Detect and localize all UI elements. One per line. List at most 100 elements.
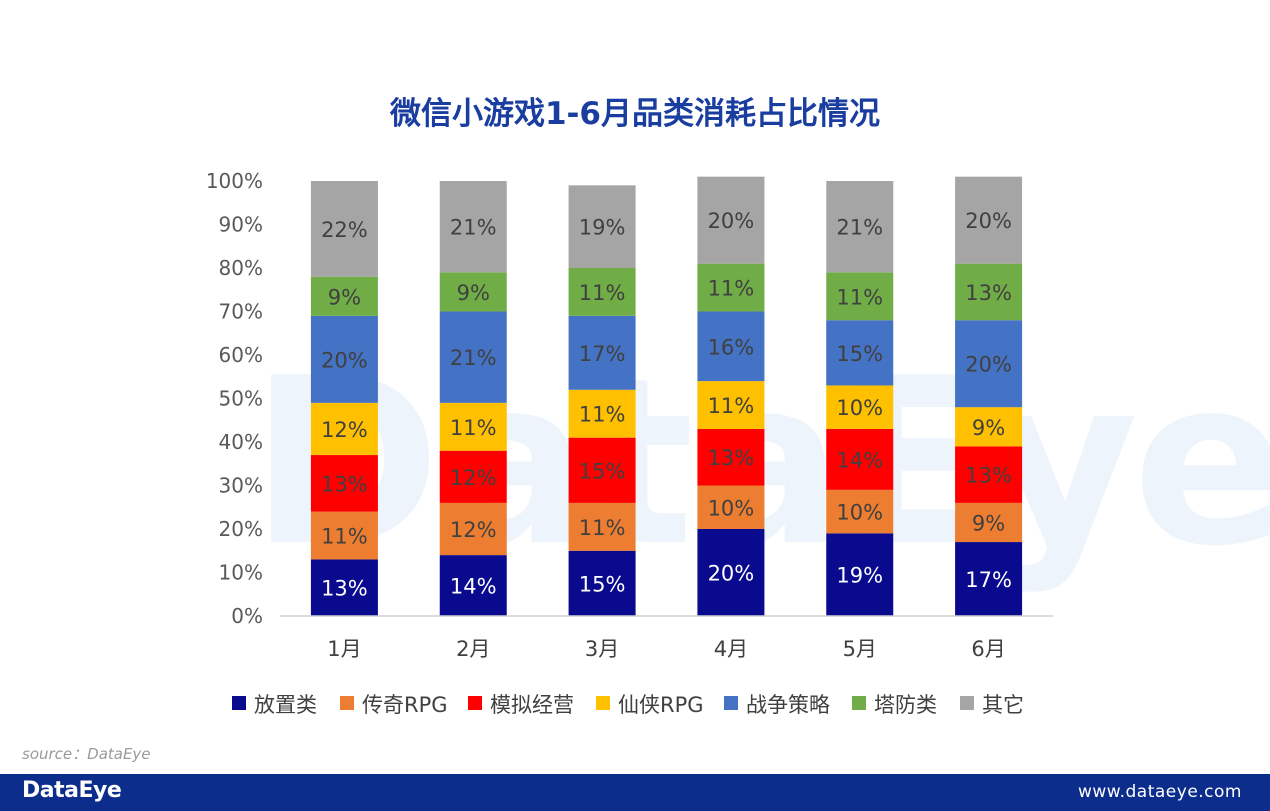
data-label: 12%: [321, 418, 368, 442]
bar-segment: [826, 533, 894, 616]
data-label: 19%: [836, 564, 883, 588]
data-label: 17%: [965, 568, 1012, 592]
bar-segment: [955, 542, 1023, 616]
bar-segment: [697, 485, 765, 529]
bar-segment: [826, 489, 894, 534]
data-label: 13%: [965, 281, 1012, 305]
x-tick-label: 6月: [971, 637, 1005, 661]
x-tick-label: 5月: [843, 637, 877, 661]
data-label: 11%: [579, 516, 626, 540]
legend-label: 仙侠RPG: [618, 693, 704, 717]
bar-segment: [697, 381, 765, 429]
data-label: 14%: [450, 575, 497, 599]
y-tick-label: 100%: [206, 169, 263, 193]
y-tick-label: 60%: [219, 343, 263, 367]
y-tick-label: 20%: [219, 517, 263, 541]
data-label: 11%: [579, 403, 626, 427]
bar-segment: [310, 276, 378, 316]
data-label: 22%: [321, 218, 368, 242]
legend-label: 传奇RPG: [362, 693, 448, 717]
y-tick-label: 70%: [219, 300, 263, 324]
bar-segment: [826, 320, 894, 386]
bar-segment: [310, 511, 378, 560]
data-label: 9%: [972, 416, 1005, 440]
bar-segment: [955, 176, 1023, 264]
footer-url: www.dataeye.com: [1077, 782, 1242, 802]
footer-bar: DataEye www.dataeye.com: [0, 774, 1270, 811]
bar-segment: [826, 272, 894, 321]
data-label: 14%: [836, 448, 883, 472]
legend-swatch: [340, 696, 354, 710]
bar-segment: [568, 315, 636, 390]
legend: 放置类 传奇RPG 模拟经营 仙侠RPG 战争策略 塔防类 其它: [232, 693, 1024, 717]
y-tick-label: 80%: [219, 256, 263, 280]
bar-segment: [439, 555, 507, 616]
x-axis: 1月 2月 3月 4月 5月 6月: [327, 637, 1006, 661]
data-label: 10%: [708, 496, 755, 520]
legend-swatch: [596, 696, 610, 710]
y-tick-label: 50%: [219, 387, 263, 411]
bar-segment: [568, 550, 636, 616]
bar-segment: [568, 502, 636, 551]
y-tick-label: 0%: [231, 604, 263, 628]
bar-segment: [310, 402, 378, 456]
data-label: 13%: [965, 464, 1012, 488]
y-tick-label: 10%: [219, 561, 263, 585]
x-tick-label: 4月: [714, 637, 748, 661]
data-label: 15%: [579, 572, 626, 596]
data-label: 20%: [708, 209, 755, 233]
legend-label: 模拟经营: [490, 693, 574, 717]
bar-segment: [310, 559, 378, 616]
data-label: 15%: [579, 459, 626, 483]
data-label: 11%: [708, 394, 755, 418]
bar-segment: [568, 389, 636, 438]
y-tick-label: 30%: [219, 474, 263, 498]
data-label: 20%: [708, 562, 755, 586]
x-tick-label: 3月: [585, 637, 619, 661]
bar-segment: [955, 446, 1023, 503]
y-axis: 0% 10% 20% 30% 40% 50% 60% 70% 80% 90% 100%: [206, 169, 263, 628]
bar-segment: [826, 428, 894, 490]
data-label: 13%: [321, 577, 368, 601]
data-label: 11%: [321, 525, 368, 549]
data-label: 20%: [321, 348, 368, 372]
bar-segment: [826, 181, 894, 273]
bar-segment: [568, 268, 636, 316]
data-label: 21%: [450, 346, 497, 370]
bar-segment: [697, 176, 765, 264]
data-label: 9%: [328, 285, 361, 309]
bar-segment: [697, 311, 765, 382]
bar-segment: [310, 315, 378, 403]
legend-label: 其它: [982, 693, 1024, 717]
data-label: 10%: [836, 396, 883, 420]
bar-segment: [439, 272, 507, 312]
legend-label: 战争策略: [746, 693, 830, 717]
data-label: 17%: [579, 342, 626, 366]
data-label: 20%: [965, 209, 1012, 233]
data-label: 9%: [457, 281, 490, 305]
data-label: 15%: [836, 342, 883, 366]
data-label: 11%: [579, 281, 626, 305]
data-label: 21%: [450, 216, 497, 240]
bar-segment: [439, 311, 507, 403]
data-label: 11%: [450, 416, 497, 440]
y-tick-label: 40%: [219, 430, 263, 454]
bar-segment: [955, 320, 1023, 408]
bar-segment: [439, 502, 507, 556]
legend-swatch: [960, 696, 974, 710]
bar-segment: [568, 437, 636, 503]
data-label: 16%: [708, 335, 755, 359]
legend-swatch: [852, 696, 866, 710]
data-label: 19%: [579, 216, 626, 240]
data-label: 12%: [450, 518, 497, 542]
bar-segment: [826, 385, 894, 429]
bar-segment: [439, 181, 507, 273]
data-label: 13%: [321, 472, 368, 496]
stacked-bar-chart: 0% 10% 20% 30% 40% 50% 60% 70% 80% 90% 100% 13% 11%…: [206, 169, 1053, 717]
data-label: 20%: [965, 353, 1012, 377]
data-label: 12%: [450, 466, 497, 490]
data-label: 13%: [708, 446, 755, 470]
footer-logo: DataEye: [22, 778, 122, 803]
data-label: 11%: [708, 277, 755, 301]
bar-plot-area: 13% 11% 13% 12% 20% 9% 22% 14% 12% 12% 11% 21% 9% 21%…: [310, 176, 1023, 616]
